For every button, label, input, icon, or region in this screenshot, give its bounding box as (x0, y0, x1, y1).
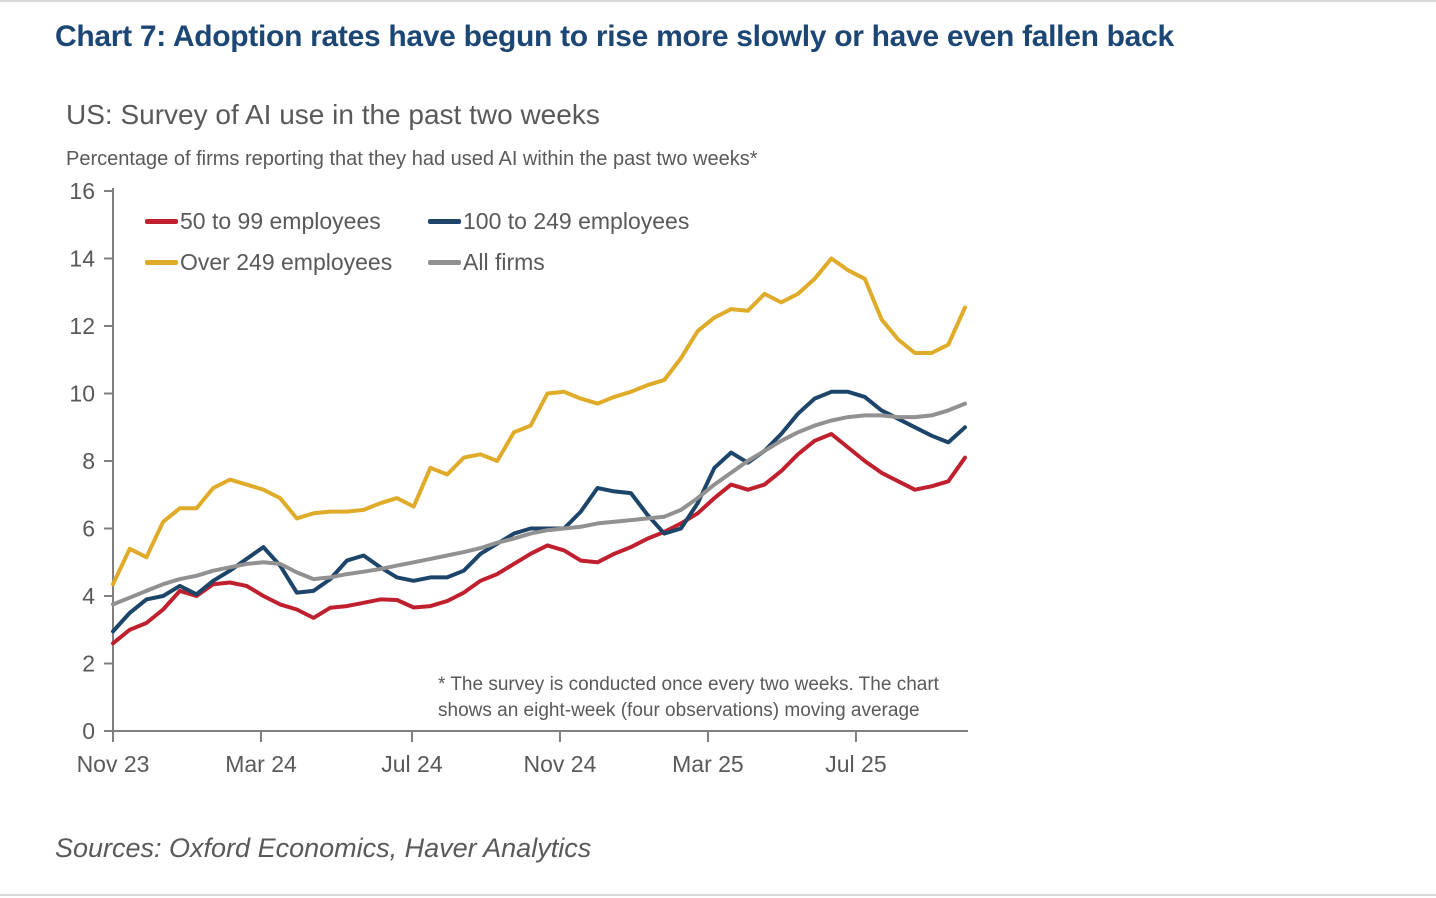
legend-item-100-249: 100 to 249 employees (428, 207, 689, 235)
legend-label: 100 to 249 employees (463, 207, 690, 234)
y-axis-tick-label: 2 (82, 651, 95, 677)
series-line-all-firms (111, 401, 967, 607)
y-axis-tick-label: 0 (82, 718, 95, 744)
x-axis-tick-label: Mar 25 (672, 751, 744, 777)
x-axis-tick-label: Mar 24 (225, 751, 297, 777)
legend-swatch-navy (428, 218, 461, 224)
x-axis-tick-label: Nov 23 (77, 751, 150, 777)
x-axis-tick-label: Nov 24 (524, 751, 597, 777)
series-line-over-249-employees (111, 256, 967, 587)
y-axis-tick-label: 12 (69, 313, 95, 339)
chart-subtitle: US: Survey of AI use in the past two wee… (66, 99, 600, 130)
top-border-line (0, 0, 1436, 2)
legend-item-50-99: 50 to 99 employees (145, 207, 381, 235)
y-axis-tick-label: 4 (82, 583, 95, 609)
legend-label: All firms (463, 248, 545, 275)
x-axis-tick-label: Jul 25 (825, 751, 886, 777)
footnote-line-1: * The survey is conducted once every two… (438, 674, 939, 695)
chart-unit-label: Percentage of firms reporting that they … (66, 148, 758, 170)
chart-title: Chart 7: Adoption rates have begun to ri… (55, 20, 1174, 53)
y-axis-tick-label: 6 (82, 516, 95, 542)
legend-item-over-249: Over 249 employees (145, 248, 392, 276)
y-axis-tick-label: 14 (69, 246, 95, 272)
footnote-line-2: shows an eight-week (four observations) … (438, 700, 920, 721)
bottom-border-line (0, 894, 1436, 896)
legend-swatch-red (145, 218, 178, 224)
y-axis-tick-label: 16 (69, 178, 95, 204)
y-axis-tick-label: 10 (69, 381, 95, 407)
legend-label: 50 to 99 employees (180, 207, 381, 234)
chart-footnote: * The survey is conducted once every two… (438, 672, 978, 724)
series-line-50-to-99-employees (111, 432, 967, 646)
legend-swatch-gray (428, 259, 461, 265)
sources-line: Sources: Oxford Economics, Haver Analyti… (55, 833, 592, 863)
y-axis-tick-label: 8 (82, 448, 95, 474)
legend-item-all-firms: All firms (428, 248, 545, 276)
legend-label: Over 249 employees (180, 248, 393, 275)
legend-swatch-gold (145, 259, 178, 265)
x-axis-tick-label: Jul 24 (381, 751, 443, 777)
series-line-100-to-249-employees (111, 389, 967, 634)
